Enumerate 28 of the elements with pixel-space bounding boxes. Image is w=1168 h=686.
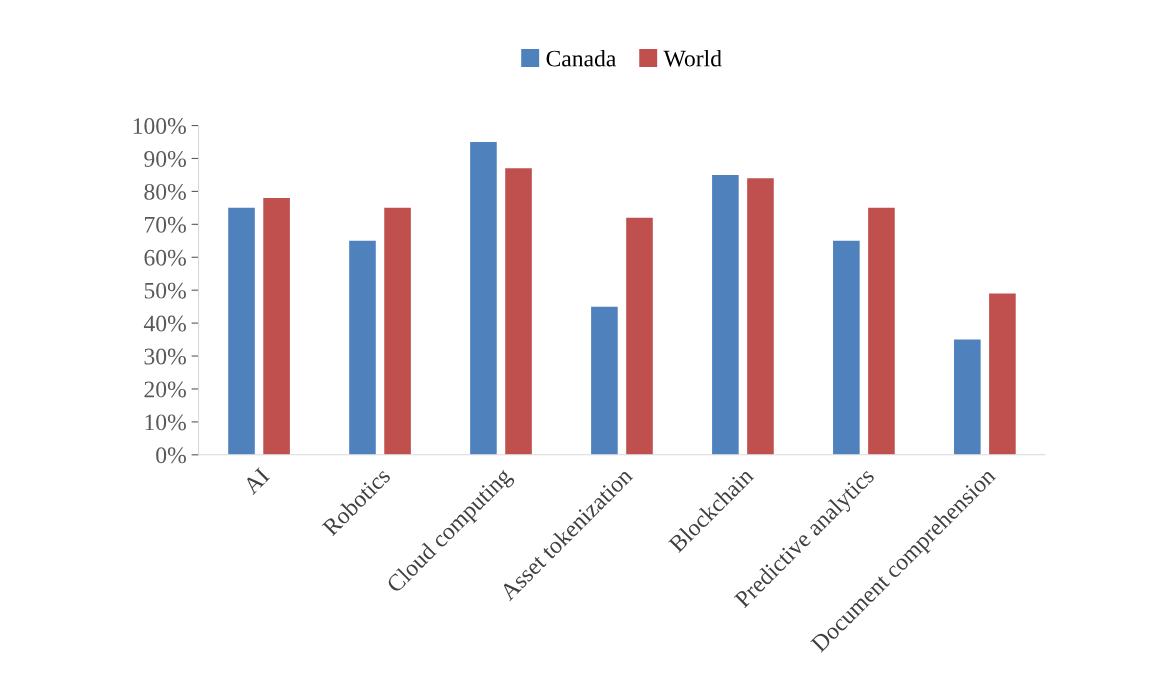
y-tick-label: 70% [145, 216, 186, 233]
y-tick-label: 30% [144, 348, 186, 365]
bar [263, 197, 290, 455]
bar [591, 306, 618, 455]
bar [833, 240, 860, 455]
bar [868, 207, 895, 455]
y-tick-label: 10% [145, 414, 186, 431]
y-tick-label: 50% [144, 282, 186, 299]
y-tick-label: 40% [143, 315, 186, 332]
bar [384, 207, 411, 455]
y-tick-label: 20% [144, 381, 186, 398]
y-tick-label: 90% [144, 150, 186, 167]
bar [349, 240, 376, 455]
bar [954, 339, 981, 455]
bar [505, 168, 532, 455]
bar [712, 174, 739, 455]
bar [747, 178, 774, 455]
y-tick-label: 100% [133, 118, 186, 135]
y-tick-label: 60% [144, 249, 186, 266]
legend-label: Canada [546, 49, 617, 67]
bar [989, 293, 1016, 455]
bar [626, 217, 653, 455]
y-tick-label: 80% [144, 183, 186, 200]
legend-label: World [663, 49, 722, 67]
bar [228, 207, 255, 455]
y-tick-label: 0% [156, 447, 186, 464]
x-tick-label: AI [242, 467, 271, 495]
bar [470, 142, 497, 455]
